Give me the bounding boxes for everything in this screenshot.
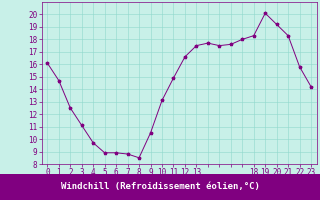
Text: Windchill (Refroidissement éolien,°C): Windchill (Refroidissement éolien,°C) (60, 182, 260, 192)
Text: Windchill (Refroidissement éolien,°C): Windchill (Refroidissement éolien,°C) (60, 188, 260, 196)
